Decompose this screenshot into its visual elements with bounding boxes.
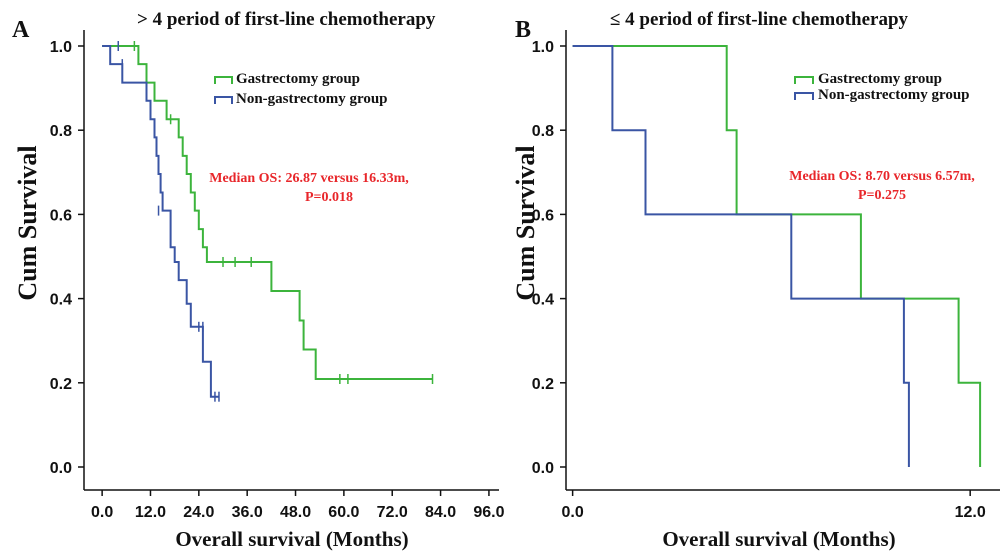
y-tick-label: 0.4 bbox=[532, 292, 554, 309]
y-tick-label: 0.6 bbox=[50, 207, 72, 224]
x-tick-label: 0.0 bbox=[562, 504, 584, 521]
panel-a-label: A bbox=[12, 17, 30, 43]
x-tick-label: 12.0 bbox=[955, 504, 986, 521]
panel-a-axes: 0.0 0.2 0.4 0.6 0.8 1.0 0.0 12.0 24.0 36.0 48.0 60.… bbox=[50, 30, 505, 521]
panel-a-series bbox=[102, 41, 434, 402]
km-step-line-gastrectomy bbox=[572, 45, 982, 467]
panel-b-axes: 0.0 0.2 0.4 0.6 0.8 1.0 0.0 12.0 bbox=[532, 30, 1000, 521]
panel-b-xlabel: Overall survival (Months) bbox=[662, 527, 895, 551]
x-tick-label: 84.0 bbox=[425, 504, 456, 521]
y-tick-label: 0.4 bbox=[50, 292, 72, 309]
panel-b-label: B bbox=[515, 17, 531, 43]
panel-b-series bbox=[572, 45, 982, 467]
legend-label-gastrectomy: Gastrectomy group bbox=[818, 71, 942, 87]
y-tick-label: 0.6 bbox=[532, 207, 554, 224]
legend-swatch-gastrectomy bbox=[794, 76, 814, 84]
panel-a-annotation-line1: Median OS: 26.87 versus 16.33m, bbox=[209, 171, 409, 186]
legend-label-non-gastrectomy: Non-gastrectomy group bbox=[818, 87, 970, 103]
panel-b-ylabel: Cum Survival bbox=[511, 145, 540, 300]
panel-a: A > 4 period of first-line chemotherapy … bbox=[12, 9, 505, 551]
panel-b: B ≤ 4 period of first-line chemotherapy … bbox=[511, 9, 1000, 551]
x-tick-label: 36.0 bbox=[232, 504, 263, 521]
y-tick-label: 0.2 bbox=[50, 376, 72, 393]
legend-swatch-non-gastrectomy bbox=[214, 96, 233, 104]
panel-a-xlabel: Overall survival (Months) bbox=[175, 527, 408, 551]
y-tick-label: 1.0 bbox=[50, 39, 72, 56]
x-tick-label: 24.0 bbox=[183, 504, 214, 521]
y-tick-label: 0.0 bbox=[50, 460, 72, 477]
legend-swatch-non-gastrectomy bbox=[794, 92, 814, 100]
y-tick-label: 1.0 bbox=[532, 39, 554, 56]
y-tick-label: 0.8 bbox=[532, 123, 554, 140]
legend-swatch-gastrectomy bbox=[214, 76, 233, 84]
panel-a-title: > 4 period of first-line chemotherapy bbox=[137, 9, 436, 30]
legend-label-non-gastrectomy: Non-gastrectomy group bbox=[236, 91, 388, 107]
y-tick-label: 0.2 bbox=[532, 376, 554, 393]
x-tick-label: 0.0 bbox=[91, 504, 113, 521]
panel-b-annotation-line2: P=0.275 bbox=[858, 188, 906, 203]
panel-b-legend: Gastrectomy group Non-gastrectomy group bbox=[794, 71, 970, 103]
panel-a-ylabel: Cum Survival bbox=[13, 145, 42, 300]
legend-label-gastrectomy: Gastrectomy group bbox=[236, 71, 360, 87]
x-tick-label: 48.0 bbox=[280, 504, 311, 521]
y-tick-label: 0.0 bbox=[532, 460, 554, 477]
x-tick-label: 12.0 bbox=[135, 504, 166, 521]
y-tick-label: 0.8 bbox=[50, 123, 72, 140]
panel-a-legend: Gastrectomy group Non-gastrectomy group bbox=[214, 71, 388, 107]
km-step-line-gastrectomy bbox=[102, 45, 433, 380]
panel-b-annotation-line1: Median OS: 8.70 versus 6.57m, bbox=[789, 169, 975, 184]
panel-a-annotation-line2: P=0.018 bbox=[305, 190, 353, 205]
x-tick-label: 72.0 bbox=[377, 504, 408, 521]
km-step-line-non-gastrectomy bbox=[102, 45, 219, 398]
x-tick-label: 96.0 bbox=[473, 504, 504, 521]
x-tick-label: 60.0 bbox=[328, 504, 359, 521]
km-step-line-non-gastrectomy bbox=[572, 45, 910, 467]
panel-b-title: ≤ 4 period of first-line chemotherapy bbox=[610, 9, 909, 30]
